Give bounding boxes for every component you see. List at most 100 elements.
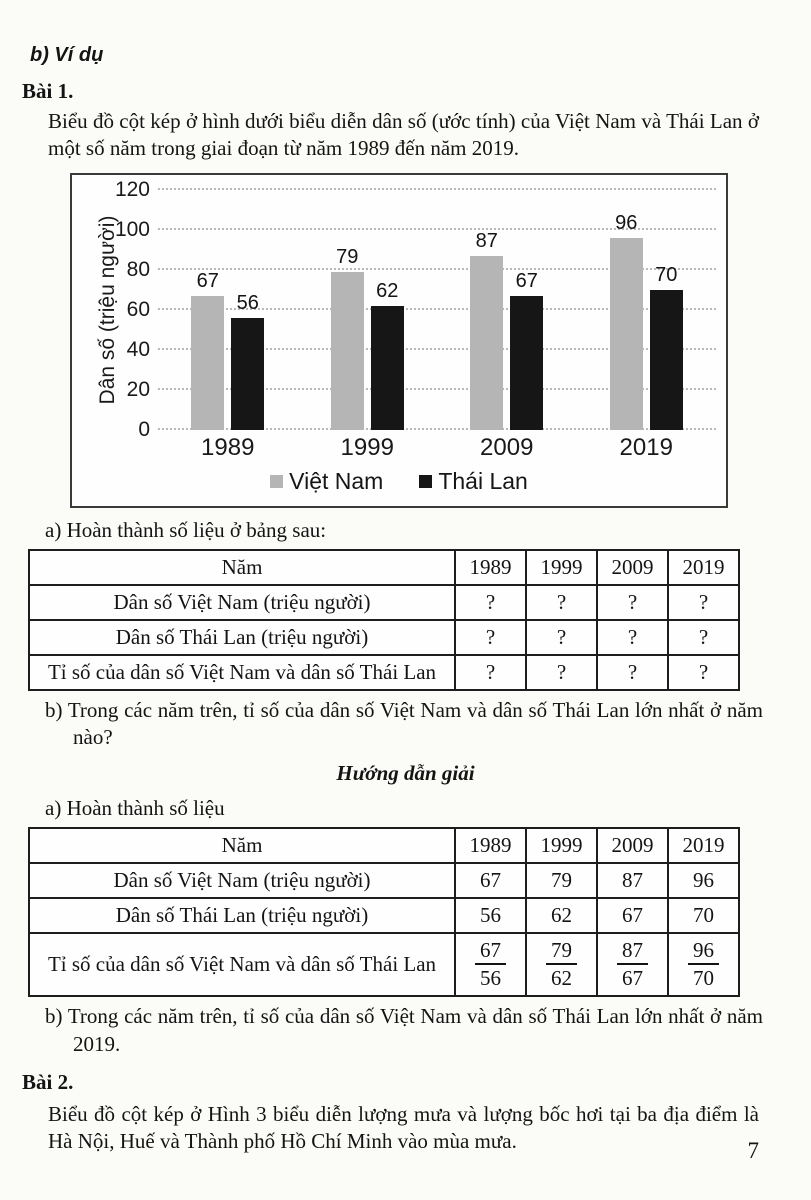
chart-bar-viet-nam: 67 — [191, 270, 225, 430]
page-number: 7 — [747, 1138, 760, 1163]
table-row-label: Dân số Thái Lan (triệu người) — [28, 618, 456, 656]
legend-label: Việt Nam — [289, 467, 384, 494]
chart-x-tick-label: 2009 — [480, 433, 534, 461]
fraction-denominator: 70 — [693, 966, 714, 991]
chart-bar-viet-nam: 96 — [609, 212, 643, 430]
chart-x-tick-label: 1989 — [201, 433, 255, 461]
table-cell: 62 — [525, 897, 598, 935]
exercise1-title: Bài 1. — [22, 79, 74, 103]
table-cell: ? — [667, 653, 740, 691]
chart-gridline — [158, 227, 716, 230]
fraction-denominator: 56 — [480, 966, 501, 991]
exercise2-intro: Biểu đồ cột kép ở Hình 3 biểu diễn lượng… — [48, 1101, 759, 1154]
fraction-numerator: 87 — [617, 938, 648, 966]
table-header-cell: Năm — [28, 548, 456, 586]
part-b-answer: b) Trong các năm trên, tỉ số của dân số … — [45, 1004, 763, 1056]
table-row: Dân số Thái Lan (triệu người)???? — [28, 618, 740, 656]
table-header-cell: 1989 — [454, 548, 527, 586]
chart-legend: Việt Nam Thái Lan — [72, 468, 726, 495]
solution-table: Năm 1989 1999 2009 2019 Dân số Việt Nam (triệ… — [28, 827, 740, 998]
chart-y-tick-label: 80 — [126, 257, 150, 281]
table-cell: 87 — [596, 862, 669, 900]
chart-x-axis-labels: 1989 1999 2009 2019 — [158, 434, 716, 462]
fraction-numerator: 79 — [546, 938, 577, 966]
solution-heading: Hướng dẫn giải — [336, 761, 475, 786]
table-row: Dân số Thái Lan (triệu người) 56 62 67 70 — [28, 897, 740, 935]
chart-bar-group: 79 62 — [330, 246, 404, 430]
table-cell: ? — [454, 583, 527, 621]
fraction-value: 87 67 — [617, 938, 648, 990]
chart-y-tick-label: 20 — [126, 377, 150, 401]
chart-bar-group: 87 67 — [470, 230, 544, 430]
table-cell: 96 — [667, 862, 740, 900]
chart-bar-viet-nam: 87 — [470, 230, 504, 430]
table-header-row: Năm 1989 1999 2009 2019 — [28, 548, 740, 586]
chart-x-tick-label: 1999 — [340, 433, 394, 461]
chart-gridline — [158, 427, 716, 430]
fraction-denominator: 62 — [551, 966, 572, 991]
part-b-question: b) Trong các năm trên, tỉ số của dân số … — [45, 697, 763, 749]
table-cell: ? — [667, 583, 740, 621]
table-cell: ? — [525, 618, 598, 656]
fraction-value: 67 56 — [475, 938, 506, 990]
chart-bar-thai-lan: 67 — [510, 270, 544, 430]
table-cell: 87 67 — [596, 932, 669, 998]
part-a-question-label: a) Hoàn thành số liệu ở bảng sau: — [45, 517, 327, 542]
table-cell: ? — [596, 583, 669, 621]
legend-item: Thái Lan — [419, 468, 528, 495]
legend-label: Thái Lan — [438, 467, 528, 494]
chart-bar-value-label: 67 — [515, 269, 538, 292]
chart-bar-thai-lan: 56 — [231, 292, 265, 430]
table-cell: ? — [525, 653, 598, 691]
table-header-cell: Năm — [28, 827, 456, 865]
solution-part-a-label: a) Hoàn thành số liệu — [45, 796, 225, 821]
table-row: Dân số Việt Nam (triệu người)???? — [28, 583, 740, 621]
chart-y-tick-label: 0 — [138, 417, 150, 441]
exercise1-intro: Biểu đồ cột kép ở hình dưới biểu diễn dâ… — [48, 109, 759, 161]
chart-gridline — [158, 387, 716, 390]
legend-swatch — [270, 474, 284, 488]
chart-bar-thai-lan: 70 — [649, 264, 683, 430]
chart-bar-group: 96 70 — [609, 212, 683, 430]
table-header-cell: 2019 — [667, 548, 740, 586]
chart-bar-value-label: 56 — [236, 291, 259, 314]
table-header-cell: 2019 — [667, 827, 740, 865]
table-cell: 56 — [454, 897, 527, 935]
table-cell: ? — [596, 653, 669, 691]
table-header-cell: 2009 — [596, 827, 669, 865]
fraction-value: 96 70 — [688, 938, 719, 990]
table-cell: ? — [525, 583, 598, 621]
table-cell: 67 — [454, 862, 527, 900]
chart-bar-group: 67 56 — [191, 270, 265, 430]
table-cell: 96 70 — [667, 932, 740, 998]
table-row: Dân số Việt Nam (triệu người) 67 79 87 96 — [28, 862, 740, 900]
table-cell: 67 56 — [454, 932, 527, 998]
fraction-denominator: 67 — [622, 966, 643, 991]
chart-bar-value-label: 70 — [655, 263, 678, 286]
table-row-label: Dân số Việt Nam (triệu người) — [28, 583, 456, 621]
example-section-heading: b) Ví dụ — [30, 44, 104, 66]
table-header-cell: 1999 — [525, 548, 598, 586]
table-row-label: Dân số Việt Nam (triệu người) — [28, 862, 456, 900]
chart-gridline — [158, 187, 716, 190]
table-row-label: Dân số Thái Lan (triệu người) — [28, 897, 456, 935]
table-row: Tỉ số của dân số Việt Nam và dân số Thái… — [28, 932, 740, 998]
chart-gridline — [158, 307, 716, 310]
chart-gridline — [158, 267, 716, 270]
fraction-numerator: 96 — [688, 938, 719, 966]
chart-bar-value-label: 96 — [615, 211, 638, 234]
chart-plot-area: 0 20 40 60 80 100 120 67 56 79 62 87 67 96 70 — [115, 178, 716, 441]
table-row: Tỉ số của dân số Việt Nam và dân số Thái… — [28, 653, 740, 691]
table-cell: ? — [454, 618, 527, 656]
chart-bar-groups: 67 56 79 62 87 67 96 70 — [158, 190, 716, 430]
table-header-cell: 2009 — [596, 548, 669, 586]
table-cell: ? — [596, 618, 669, 656]
table-header-row: Năm 1989 1999 2009 2019 — [28, 827, 740, 865]
table-cell: ? — [454, 653, 527, 691]
table-cell: 79 62 — [525, 932, 598, 998]
chart-x-tick-label: 2019 — [619, 433, 673, 461]
legend-swatch — [419, 474, 433, 488]
table-cell: 70 — [667, 897, 740, 935]
chart-bar-value-label: 62 — [376, 279, 399, 302]
